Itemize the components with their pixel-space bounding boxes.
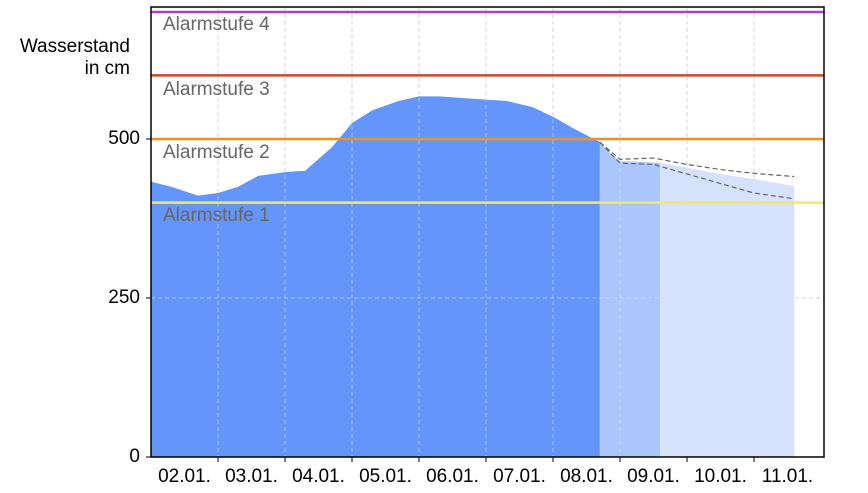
x-tick-label: 11.01. <box>761 466 814 487</box>
x-tick-label: 04.01. <box>292 466 345 487</box>
area-0 <box>151 96 600 457</box>
area-1 <box>599 142 661 457</box>
plot-frame <box>150 6 825 458</box>
y-axis-label-line2: in cm <box>84 58 130 79</box>
y-axis-label-line1: Wasserstand <box>19 36 130 57</box>
x-tick-label: 09.01. <box>627 466 680 487</box>
y-tick-label: 0 <box>129 446 140 467</box>
x-tick-label: 03.01. <box>225 466 278 487</box>
x-tick-label: 05.01. <box>359 466 412 487</box>
forecast-bound-1 <box>599 141 795 200</box>
alarm-label-3: Alarmstufe 3 <box>163 79 270 100</box>
x-tick-label: 02.01. <box>158 466 211 487</box>
x-tick-label: 06.01. <box>426 466 479 487</box>
area-2 <box>660 163 795 457</box>
alarm-label-2: Alarmstufe 2 <box>163 142 270 163</box>
axis-ticks <box>146 138 755 462</box>
x-tick-label: 10.01. <box>694 466 747 487</box>
alarm-level-lines <box>151 10 824 204</box>
forecast-bounds <box>599 141 795 200</box>
data-areas <box>151 96 795 457</box>
y-tick-label: 250 <box>108 287 140 308</box>
x-tick-label: 08.01. <box>560 466 613 487</box>
grid-lines-overlay <box>151 7 824 457</box>
forecast-bound-0 <box>599 141 795 178</box>
alarm-label-4: Alarmstufe 4 <box>163 14 270 35</box>
alarm-label-1: Alarmstufe 1 <box>163 205 270 226</box>
x-tick-label: 07.01. <box>493 466 546 487</box>
y-tick-label: 500 <box>108 128 140 149</box>
